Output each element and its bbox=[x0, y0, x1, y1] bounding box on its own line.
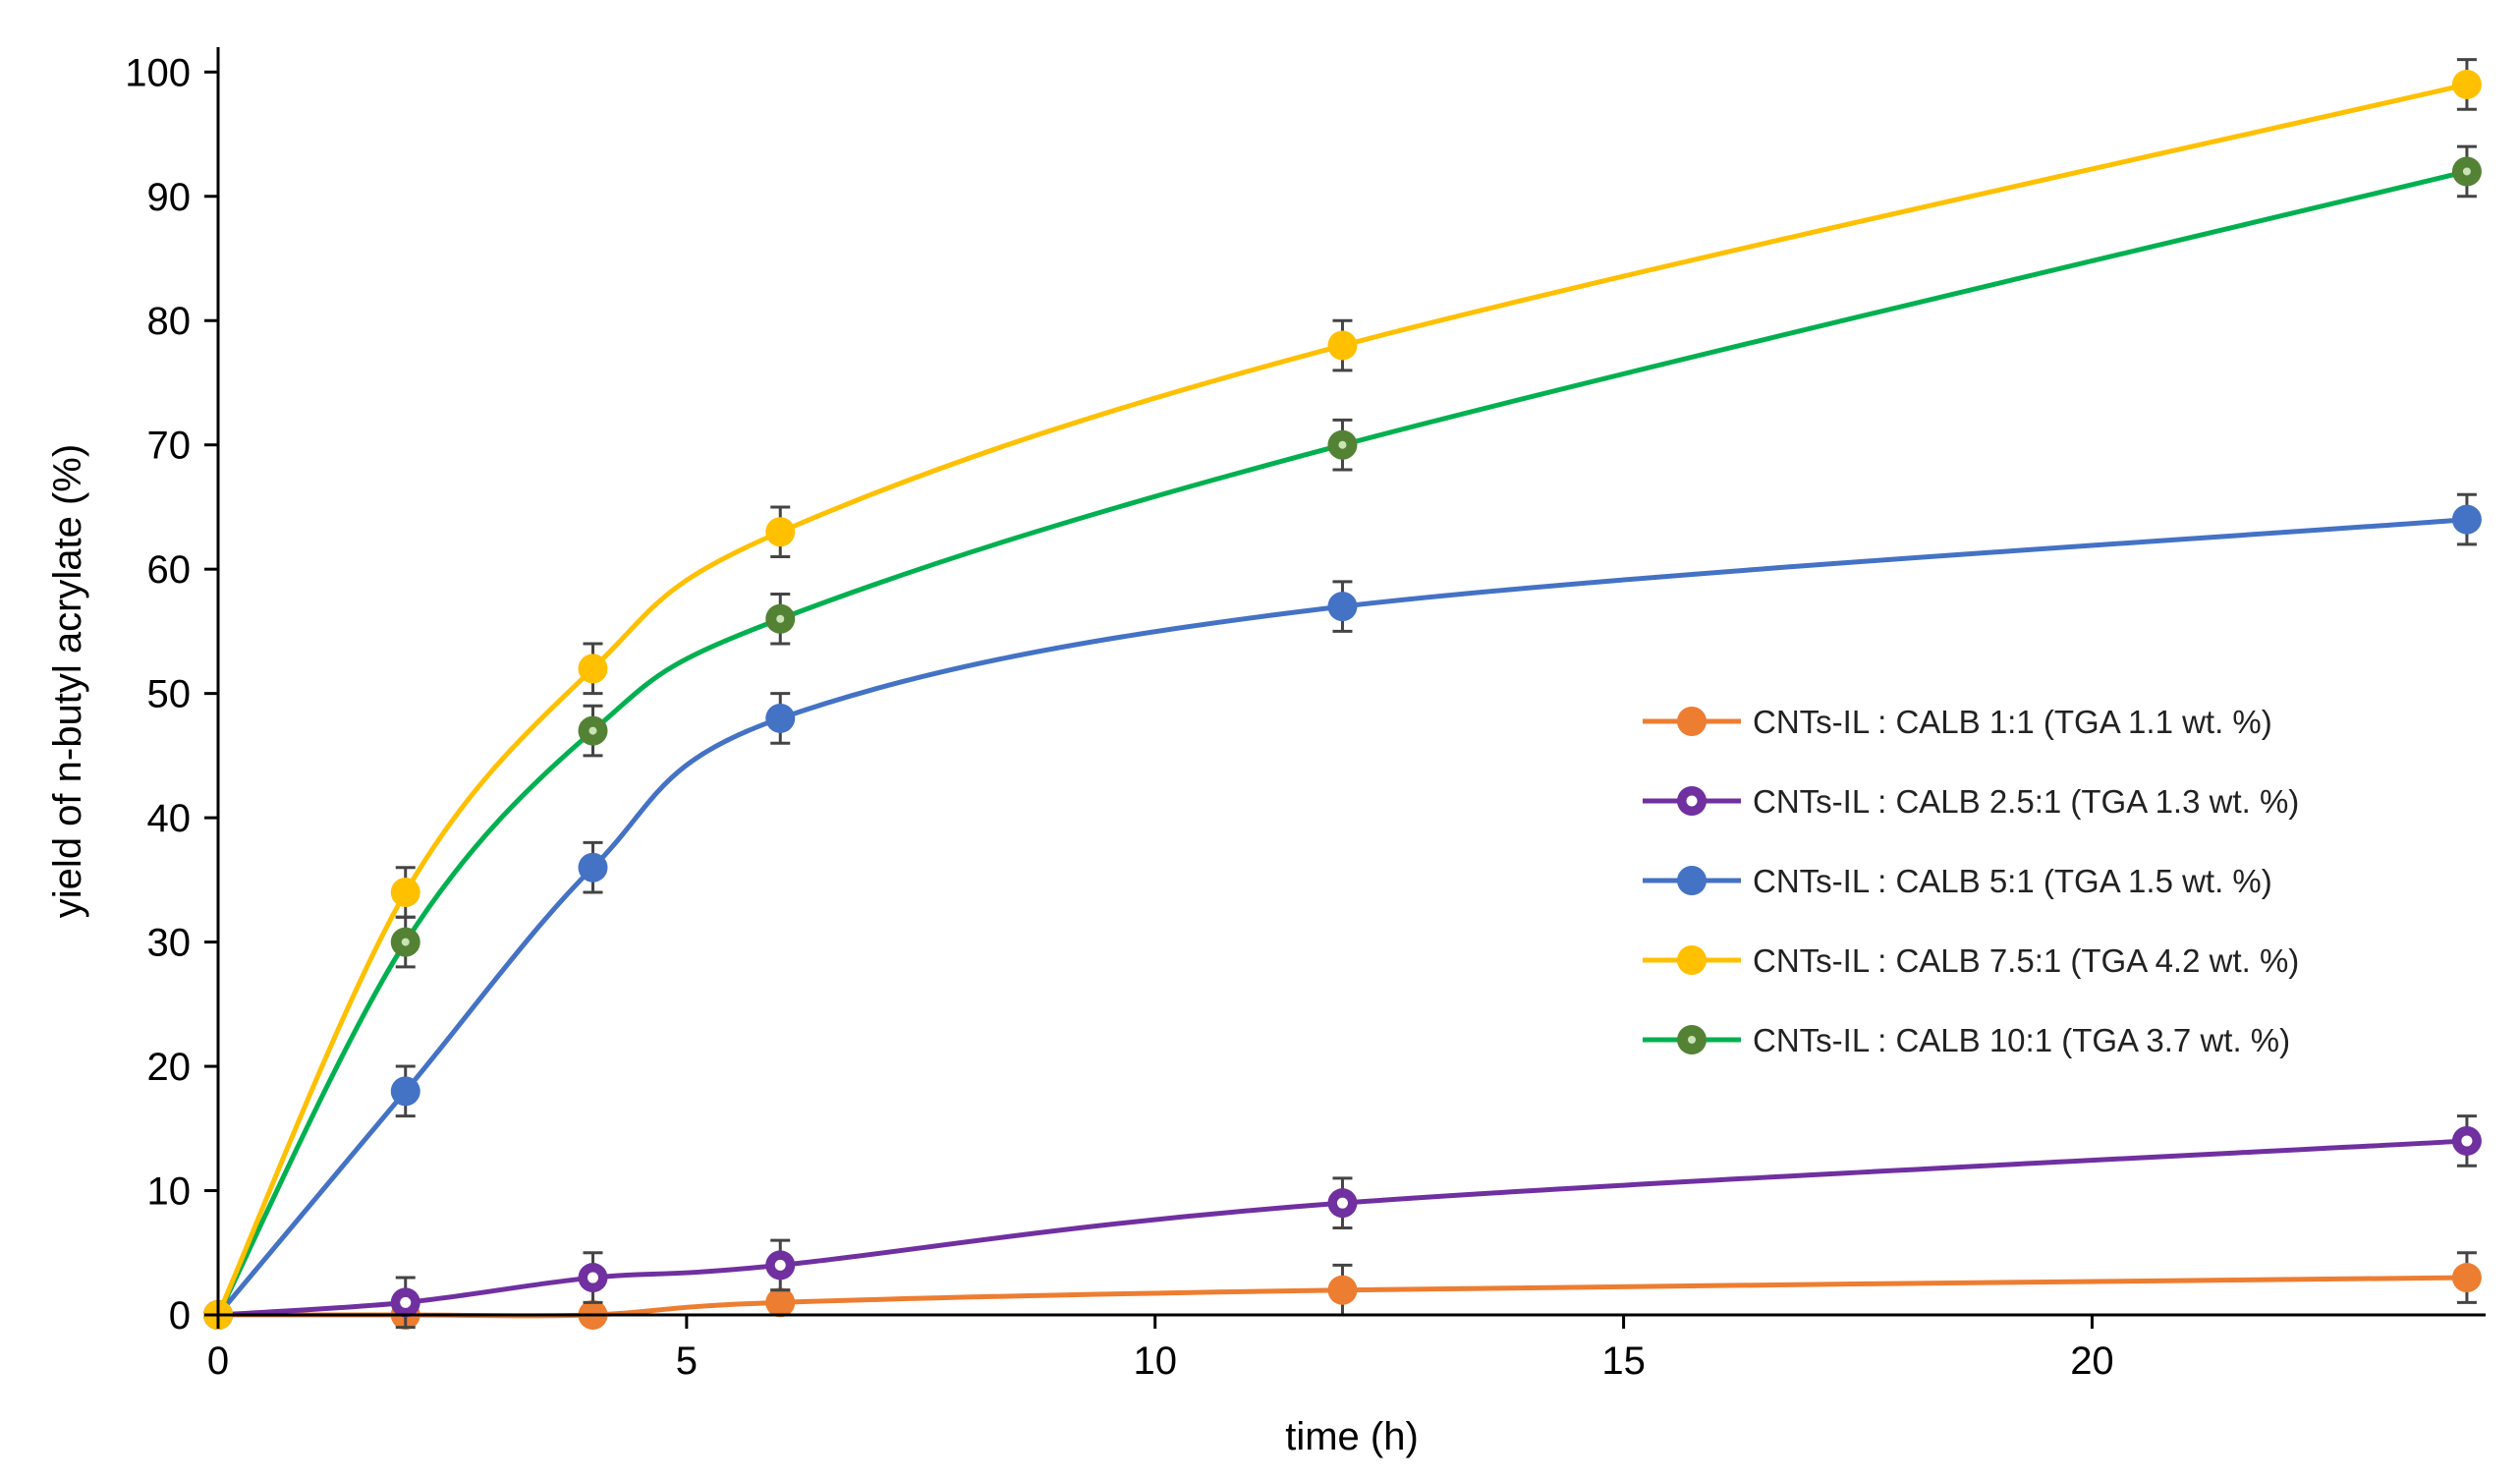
data-point bbox=[2451, 69, 2482, 99]
series-line bbox=[217, 1138, 2468, 1318]
data-point bbox=[1327, 330, 1358, 361]
data-point bbox=[765, 703, 796, 733]
x-tick-label: 20 bbox=[2070, 1339, 2114, 1383]
data-point bbox=[578, 852, 608, 883]
legend: CNTs-IL : CALB 1:1 (TGA 1.1 wt. %) CNTs-I… bbox=[1643, 704, 2299, 1058]
legend-label: CNTs-IL : CALB 2.5:1 (TGA 1.3 wt. %) bbox=[1753, 783, 2299, 820]
legend-label: CNTs-IL : CALB 10:1 (TGA 3.7 wt. %) bbox=[1753, 1022, 2290, 1058]
axes: 0 10 20 30 40 50 60 70 80 90 100 0 5 10 15 20 bbox=[125, 47, 2486, 1383]
series-line bbox=[215, 82, 2468, 1317]
x-tick-label: 10 bbox=[1133, 1339, 1177, 1383]
data-point-center bbox=[1338, 440, 1347, 449]
data-point-center bbox=[2461, 1135, 2473, 1147]
series-1 bbox=[203, 1251, 2482, 1330]
plot-area bbox=[203, 58, 2482, 1330]
data-point bbox=[2451, 1263, 2482, 1293]
series-2 bbox=[203, 1114, 2482, 1330]
data-point-center bbox=[1336, 1197, 1348, 1209]
data-point-center bbox=[587, 1272, 598, 1283]
data-point-center bbox=[400, 1296, 412, 1308]
legend-marker-center bbox=[1686, 795, 1698, 807]
x-axis-title: time (h) bbox=[1285, 1415, 1419, 1458]
data-point bbox=[1327, 1275, 1358, 1305]
legend-entry: CNTs-IL : CALB 2.5:1 (TGA 1.3 wt. %) bbox=[1643, 783, 2299, 820]
legend-marker bbox=[1677, 707, 1707, 736]
legend-marker-center bbox=[1688, 1036, 1696, 1044]
y-axis-title: yield of n-butyl acrylate (%) bbox=[46, 444, 89, 918]
legend-marker bbox=[1677, 945, 1707, 975]
legend-label: CNTs-IL : CALB 5:1 (TGA 1.5 wt. %) bbox=[1753, 863, 2272, 899]
y-tick-label: 70 bbox=[147, 425, 192, 468]
legend-entry: CNTs-IL : CALB 1:1 (TGA 1.1 wt. %) bbox=[1643, 704, 2272, 740]
data-point bbox=[765, 517, 796, 547]
y-tick-label: 0 bbox=[169, 1294, 191, 1338]
data-point-center bbox=[774, 1259, 786, 1271]
series-4 bbox=[203, 58, 2482, 1330]
y-tick-label: 40 bbox=[147, 797, 192, 840]
legend-label: CNTs-IL : CALB 1:1 (TGA 1.1 wt. %) bbox=[1753, 704, 2272, 740]
x-tick-label: 5 bbox=[676, 1339, 698, 1383]
y-tick-label: 90 bbox=[147, 176, 192, 219]
y-tick-label: 10 bbox=[147, 1170, 192, 1214]
data-point-center bbox=[401, 938, 410, 946]
legend-entry: CNTs-IL : CALB 7.5:1 (TGA 4.2 wt. %) bbox=[1643, 942, 2299, 979]
data-point-center bbox=[588, 726, 597, 735]
data-point bbox=[390, 1076, 420, 1107]
x-tick-label: 15 bbox=[1601, 1339, 1646, 1383]
legend-label: CNTs-IL : CALB 7.5:1 (TGA 4.2 wt. %) bbox=[1753, 942, 2299, 979]
y-tick-label: 60 bbox=[147, 548, 192, 592]
data-point bbox=[765, 1287, 796, 1318]
legend-entry: CNTs-IL : CALB 5:1 (TGA 1.5 wt. %) bbox=[1643, 863, 2272, 899]
legend-marker bbox=[1677, 866, 1707, 895]
data-point bbox=[578, 654, 608, 684]
data-point bbox=[390, 878, 420, 907]
legend-entry: CNTs-IL : CALB 10:1 (TGA 3.7 wt. %) bbox=[1643, 1022, 2290, 1058]
y-tick-label: 20 bbox=[147, 1046, 192, 1089]
data-point bbox=[1327, 592, 1358, 622]
y-tick-label: 50 bbox=[147, 673, 192, 716]
x-tick-label: 0 bbox=[207, 1339, 229, 1383]
y-tick-label: 100 bbox=[125, 51, 191, 94]
y-tick-label: 80 bbox=[147, 300, 192, 343]
data-point-center bbox=[2462, 167, 2471, 176]
data-point bbox=[2451, 504, 2482, 535]
data-point-center bbox=[776, 614, 785, 623]
y-tick-label: 30 bbox=[147, 922, 192, 965]
